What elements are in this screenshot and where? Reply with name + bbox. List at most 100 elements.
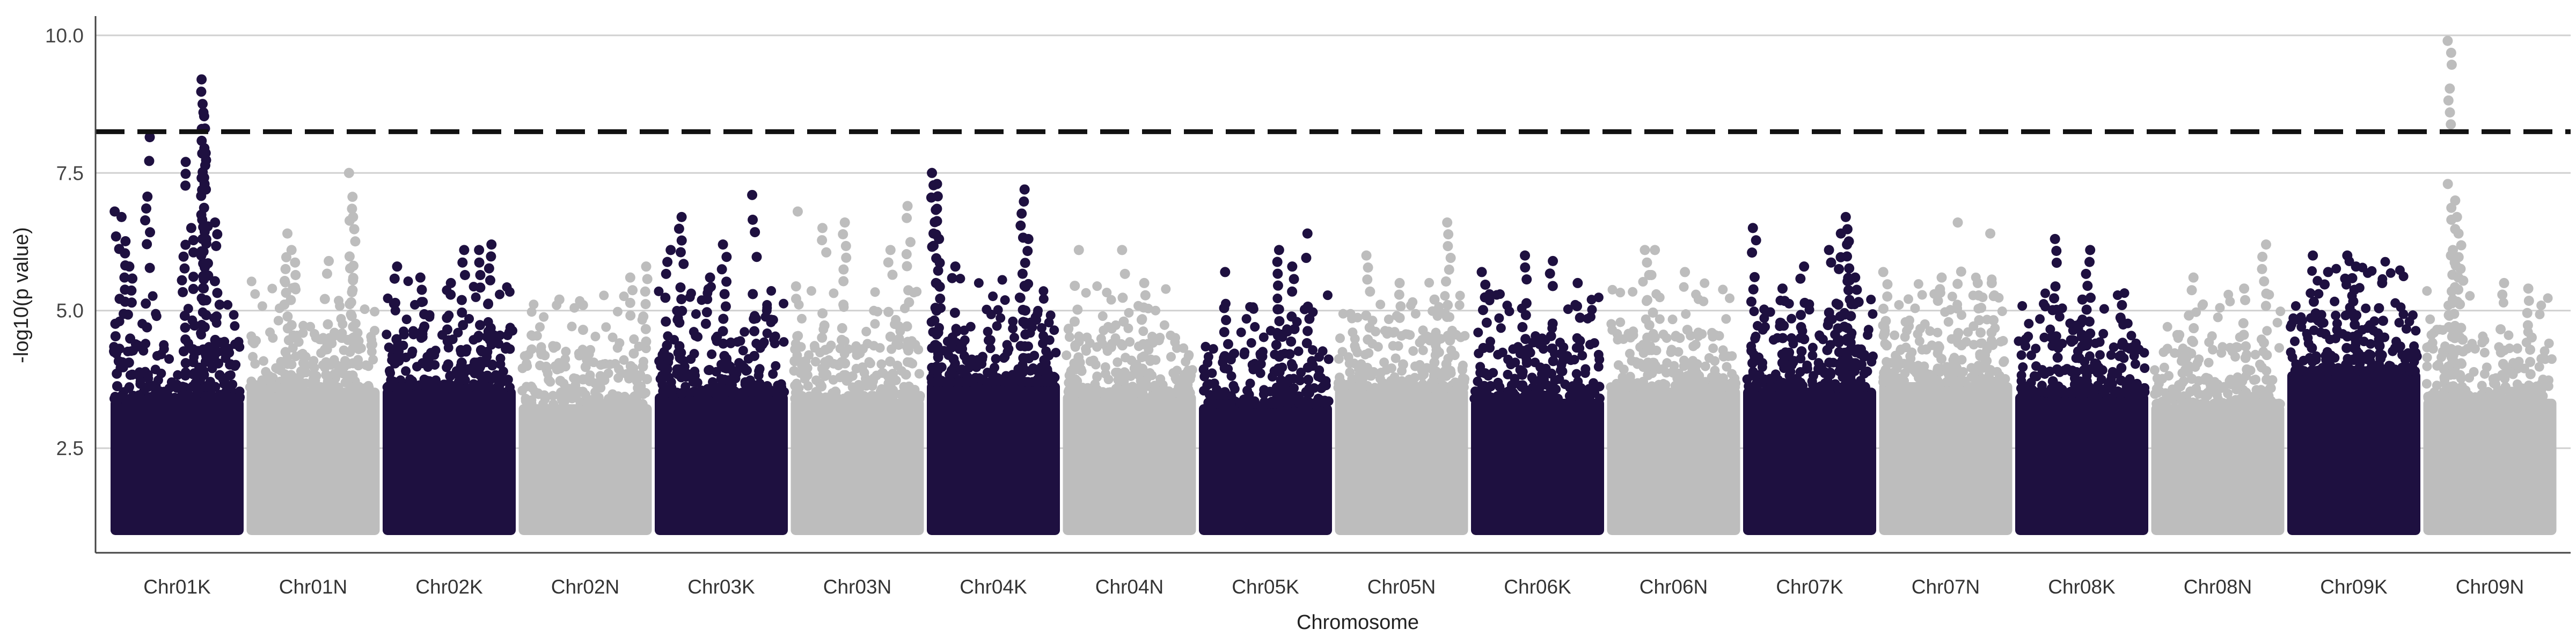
- data-point: [1843, 285, 1854, 296]
- data-point: [1322, 290, 1333, 301]
- data-point: [2347, 273, 2358, 283]
- data-point: [385, 382, 395, 392]
- data-point: [1481, 317, 1492, 328]
- data-point: [1903, 294, 1913, 304]
- data-point: [188, 369, 199, 379]
- data-point: [2084, 351, 2095, 361]
- point-band: [655, 393, 788, 535]
- data-point: [1788, 357, 1798, 368]
- data-point: [1580, 364, 1591, 374]
- data-point: [2212, 390, 2222, 400]
- data-point: [993, 305, 1003, 315]
- data-point: [1913, 279, 1923, 289]
- data-point: [1271, 340, 1282, 350]
- data-point: [971, 362, 982, 372]
- data-point: [1628, 330, 1638, 340]
- data-point: [188, 283, 199, 294]
- data-point: [289, 332, 299, 343]
- data-point: [642, 274, 653, 284]
- data-point: [952, 326, 962, 336]
- data-point: [1613, 334, 1623, 345]
- data-point: [779, 337, 789, 347]
- data-point: [1799, 334, 1810, 345]
- data-point: [144, 132, 155, 143]
- data-point: [2250, 349, 2260, 360]
- data-point: [625, 272, 635, 283]
- data-point: [770, 331, 780, 341]
- data-point: [120, 248, 130, 259]
- data-point: [2085, 245, 2096, 255]
- data-point: [634, 341, 644, 352]
- data-point: [1963, 327, 1973, 337]
- data-point: [1255, 349, 1265, 359]
- data-point: [748, 214, 758, 225]
- data-point: [2170, 348, 2180, 358]
- data-point: [883, 257, 894, 268]
- point-band: [1199, 404, 1332, 535]
- data-point: [816, 393, 827, 404]
- data-point: [1111, 368, 1121, 378]
- data-point: [1933, 295, 1943, 306]
- data-point: [2339, 366, 2350, 377]
- data-point: [1796, 377, 1806, 387]
- data-point: [1012, 368, 1022, 378]
- data-point: [721, 276, 732, 287]
- data-point: [2241, 387, 2251, 398]
- data-point: [789, 356, 800, 367]
- data-point: [735, 336, 745, 346]
- data-point: [1942, 377, 1952, 387]
- data-point: [1973, 365, 1984, 375]
- data-point: [768, 369, 778, 379]
- data-point: [1272, 328, 1283, 339]
- data-point: [859, 368, 869, 378]
- data-point: [1069, 316, 1080, 327]
- data-point: [1521, 357, 1532, 368]
- data-point: [552, 364, 562, 375]
- data-point: [342, 334, 353, 345]
- data-point: [2241, 341, 2251, 352]
- data-point: [840, 240, 851, 251]
- data-point: [2319, 279, 2330, 290]
- data-point: [1953, 328, 1964, 339]
- data-point: [1834, 264, 1845, 274]
- data-point: [1746, 346, 1757, 356]
- data-point: [188, 357, 199, 368]
- data-point: [2422, 361, 2432, 371]
- data-point: [883, 306, 894, 317]
- data-point: [1394, 289, 1404, 300]
- data-point: [1796, 310, 1806, 320]
- data-point: [151, 309, 161, 319]
- data-point: [759, 337, 769, 347]
- data-point: [1138, 339, 1148, 349]
- data-point: [716, 388, 727, 399]
- data-point: [164, 354, 174, 364]
- data-point: [487, 360, 497, 370]
- data-point: [1272, 268, 1283, 279]
- data-point: [1204, 379, 1214, 389]
- point-band: [927, 382, 1060, 535]
- data-point: [2018, 362, 2028, 372]
- data-point: [1410, 309, 1421, 319]
- data-point: [719, 350, 730, 361]
- data-point: [1973, 377, 1984, 387]
- data-point: [840, 370, 851, 380]
- data-point: [1527, 372, 1537, 383]
- data-point: [2453, 252, 2464, 262]
- data-point: [1521, 274, 1532, 285]
- data-point: [619, 355, 629, 365]
- data-point: [960, 377, 970, 387]
- data-point: [2331, 310, 2341, 320]
- data-point: [1431, 367, 1441, 377]
- data-point: [913, 345, 924, 355]
- data-point: [1988, 377, 1999, 387]
- data-point: [2223, 289, 2234, 299]
- data-point: [474, 257, 485, 268]
- data-point: [1363, 334, 1373, 345]
- data-point: [1045, 310, 1056, 320]
- data-point: [213, 393, 223, 404]
- data-point: [2380, 257, 2390, 267]
- data-point: [1415, 360, 1425, 370]
- data-point: [282, 358, 293, 369]
- x-tick-label: Chr02K: [415, 576, 483, 598]
- data-point: [766, 286, 777, 296]
